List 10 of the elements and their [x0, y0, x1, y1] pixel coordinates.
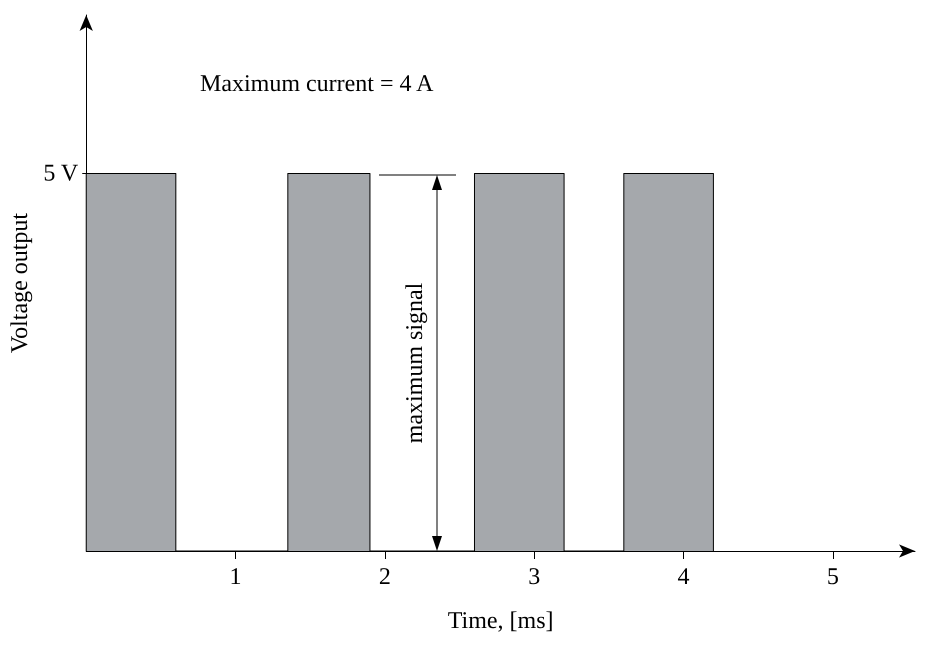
x-tick-label: 4 [678, 564, 690, 590]
y-tick-label: 5 V [43, 160, 79, 187]
annotation: Maximum current = 4 A [200, 71, 434, 97]
x-tick-label: 3 [528, 564, 540, 590]
x-axis-title: Time, [ms] [448, 608, 554, 634]
x-tick-label: 1 [230, 564, 242, 590]
x-tick-label: 2 [378, 564, 391, 590]
y-axis-title: Voltage output [7, 212, 33, 354]
x-tick-label: 5 [826, 564, 839, 590]
annotation: maximum signal [402, 282, 428, 444]
